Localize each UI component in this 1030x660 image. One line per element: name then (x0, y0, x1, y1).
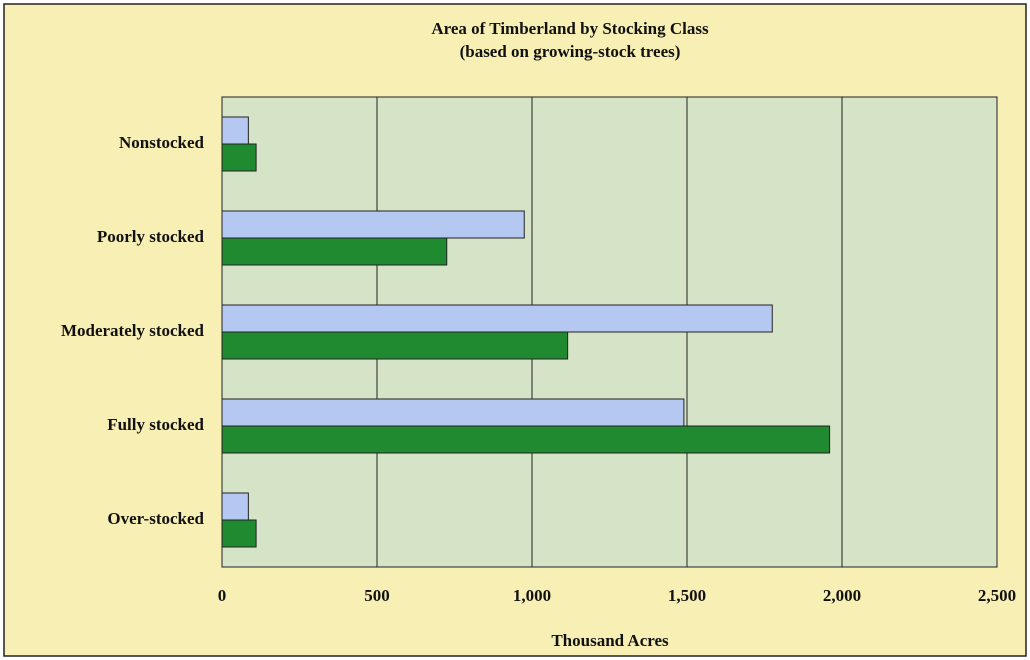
bar (221, 116, 249, 145)
y-tick-label: Poorly stocked (97, 227, 205, 246)
x-tick-label: 1,000 (513, 586, 551, 605)
x-tick-label: 500 (364, 586, 390, 605)
bar (221, 425, 831, 454)
bar (221, 519, 257, 548)
x-tick-label: 2,500 (978, 586, 1016, 605)
y-tick-label: Moderately stocked (61, 321, 205, 340)
chart-subtitle: (based on growing-stock trees) (460, 42, 681, 61)
x-tick-label: 2,000 (823, 586, 861, 605)
bar (221, 143, 257, 172)
x-tick-label: 0 (218, 586, 227, 605)
chart-title: Area of Timberland by Stocking Class (431, 19, 709, 38)
bar (221, 492, 249, 521)
bar (221, 210, 525, 239)
x-tick-label: 1,500 (668, 586, 706, 605)
y-tick-label: Nonstocked (119, 133, 205, 152)
y-tick-label: Fully stocked (107, 415, 204, 434)
bar (221, 237, 448, 266)
y-tick-label: Over-stocked (107, 509, 204, 528)
bar (221, 304, 773, 333)
bar (221, 398, 685, 427)
x-axis-label: Thousand Acres (551, 631, 669, 650)
bar (221, 331, 569, 360)
